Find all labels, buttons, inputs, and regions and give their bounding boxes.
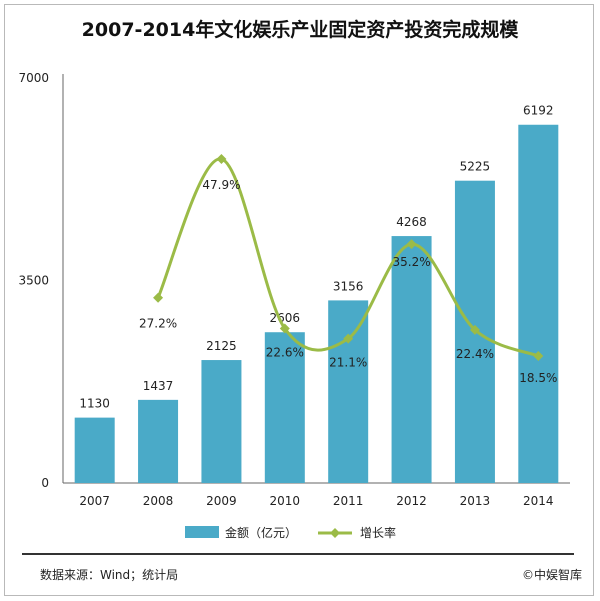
bar-value-label: 1437 [143, 379, 174, 393]
growth-marker-2011 [343, 333, 354, 344]
growth-rate-label: 47.9% [202, 178, 240, 192]
legend-label-growth: 增长率 [360, 525, 396, 540]
bar-value-label: 4268 [396, 215, 427, 229]
growth-marker-2012 [406, 239, 417, 250]
x-tick-label: 2010 [270, 494, 301, 508]
x-tick-label: 2007 [79, 494, 110, 508]
footer-divider [22, 553, 574, 555]
legend-label-amount: 金额（亿元） [225, 525, 297, 540]
growth-rate-label: 21.1% [329, 356, 367, 370]
y-tick-label: 7000 [18, 71, 49, 85]
bar-value-label: 2606 [270, 311, 301, 325]
growth-marker-2013 [469, 324, 480, 335]
x-tick-label: 2009 [206, 494, 237, 508]
bar-value-label: 6192 [523, 104, 554, 118]
bar-2012 [391, 236, 432, 483]
growth-marker-2008 [153, 292, 164, 303]
x-tick-label: 2011 [333, 494, 364, 508]
bar-2011 [328, 300, 369, 483]
x-tick-label: 2014 [523, 494, 554, 508]
growth-marker-2010 [279, 323, 290, 334]
bar-value-label: 5225 [460, 160, 491, 174]
source-note: 数据来源：Wind；统计局 [40, 568, 179, 582]
growth-rate-line [156, 157, 539, 358]
bar-2009 [201, 360, 242, 483]
growth-rate-label: 22.4% [456, 347, 494, 361]
y-tick-label: 0 [41, 476, 49, 490]
legend-swatch-amount [185, 526, 219, 538]
bar-2010 [264, 332, 305, 483]
growth-rate-label: 22.6% [266, 346, 304, 360]
chart-frame: 2007-2014年文化娱乐产业固定资产投资完成规模 [4, 4, 594, 596]
growth-marker-2014 [533, 351, 544, 361]
chart-title: 2007-2014年文化娱乐产业固定资产投资完成规模 [81, 19, 519, 41]
y-tick-label: 3500 [18, 274, 49, 288]
bar-2008 [138, 399, 179, 483]
bar-value-label: 3156 [333, 279, 364, 293]
growth-rate-label: 35.2% [393, 255, 431, 269]
x-tick-label: 2012 [396, 494, 427, 508]
bar-value-label: 1130 [79, 397, 110, 411]
x-tick-label: 2008 [143, 494, 174, 508]
growth-marker-2009 [216, 154, 227, 164]
bar-value-label: 2125 [206, 339, 237, 353]
legend-marker-growth [330, 528, 340, 538]
bar-2007 [74, 417, 115, 483]
bar-2014 [518, 124, 559, 484]
growth-rate-label: 18.5% [519, 371, 557, 385]
growth-rate-label: 27.2% [139, 317, 177, 331]
x-tick-label: 2013 [460, 494, 491, 508]
brand-credit: ©中娱智库 [521, 568, 582, 582]
